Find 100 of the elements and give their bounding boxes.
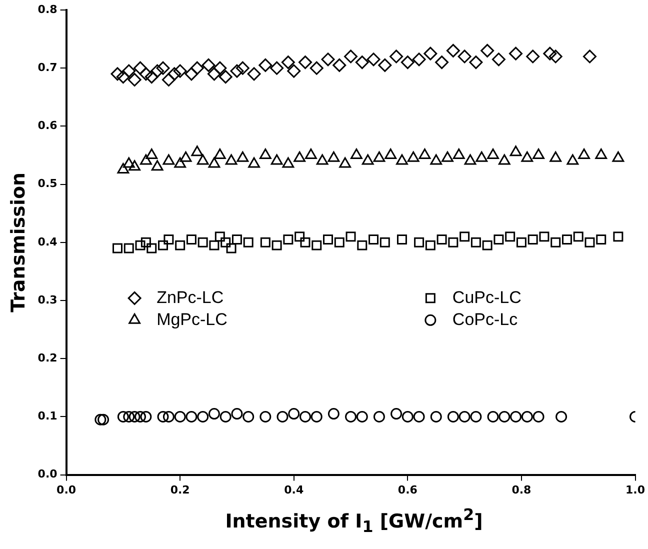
point: [134, 410, 146, 422]
point: [435, 56, 449, 70]
point: [487, 148, 499, 159]
point: [424, 46, 438, 60]
point: [156, 61, 170, 75]
point: [259, 148, 272, 159]
point: [110, 67, 124, 81]
point: [139, 67, 153, 81]
point: [184, 67, 198, 81]
point: [190, 61, 204, 75]
y-tick-label: 0.3: [38, 293, 58, 306]
point: [116, 70, 130, 84]
point: [230, 64, 244, 78]
point: [596, 234, 606, 244]
point: [140, 237, 151, 248]
point: [400, 56, 414, 70]
point: [236, 61, 250, 75]
point: [208, 408, 220, 420]
point: [175, 240, 186, 250]
y-tick-label: 0.6: [38, 119, 58, 132]
point: [480, 44, 494, 58]
point: [550, 237, 561, 248]
point: [123, 410, 135, 422]
point: [425, 240, 436, 250]
point: [378, 58, 392, 72]
point: [287, 64, 301, 78]
point: [270, 154, 283, 165]
point: [510, 146, 522, 156]
point: [144, 70, 158, 84]
point: [191, 146, 204, 156]
point: [539, 232, 550, 242]
point: [272, 240, 282, 250]
y-tick-label: 0.0: [38, 468, 58, 481]
point: [310, 410, 322, 422]
y-tick-label: 0.5: [38, 177, 58, 190]
point: [258, 58, 272, 72]
point: [209, 240, 220, 250]
point: [380, 237, 390, 248]
point: [260, 237, 270, 248]
point: [582, 50, 596, 64]
point: [562, 234, 572, 244]
point: [510, 410, 522, 422]
point: [487, 410, 499, 422]
point: [298, 56, 312, 70]
point: [390, 408, 402, 420]
point: [521, 410, 533, 422]
point: [470, 237, 481, 248]
y-tick-label: 0.4: [38, 235, 58, 248]
y-tick-label: 0.8: [38, 2, 58, 16]
point: [270, 61, 284, 75]
legend-label: MgPc-LC: [156, 310, 228, 329]
point: [128, 72, 142, 86]
point: [312, 240, 322, 250]
point: [117, 163, 130, 174]
point: [162, 410, 174, 422]
point: [436, 234, 447, 244]
point: [122, 64, 136, 78]
point: [469, 56, 483, 70]
point: [146, 148, 158, 159]
point: [492, 52, 506, 66]
point: [413, 410, 425, 422]
point: [128, 160, 141, 171]
point: [470, 410, 482, 422]
point: [316, 154, 328, 165]
point: [509, 46, 523, 60]
point: [236, 151, 249, 162]
point: [180, 151, 192, 162]
x-tick-label: 0.6: [398, 483, 418, 496]
point: [218, 70, 232, 84]
point: [526, 50, 540, 64]
x-tick-label: 0.8: [512, 483, 532, 496]
point: [231, 408, 243, 420]
point: [498, 410, 510, 422]
point: [310, 61, 324, 75]
point: [476, 151, 488, 162]
point: [323, 234, 334, 244]
point: [584, 237, 595, 248]
point: [300, 410, 312, 422]
y-tick-label: 0.1: [38, 410, 58, 423]
point: [151, 160, 164, 171]
point: [550, 151, 562, 162]
point: [446, 44, 460, 58]
x-axis-title: Intensity of I$_{1}$ [GW/cm$^{2}$]: [224, 505, 484, 536]
point: [157, 410, 169, 422]
point: [357, 240, 368, 250]
point: [150, 64, 164, 78]
point: [214, 232, 225, 242]
point: [448, 237, 458, 248]
point: [288, 408, 300, 420]
y-tick-label: 0.2: [38, 351, 58, 364]
point: [197, 410, 209, 422]
legend-label: ZnPc-LC: [156, 288, 224, 307]
point: [305, 148, 317, 159]
y-axis-title: Transmission: [7, 172, 30, 312]
point: [505, 232, 516, 242]
point: [186, 410, 198, 422]
point: [146, 243, 157, 254]
point: [232, 234, 242, 244]
point: [390, 50, 404, 64]
point: [94, 414, 106, 426]
